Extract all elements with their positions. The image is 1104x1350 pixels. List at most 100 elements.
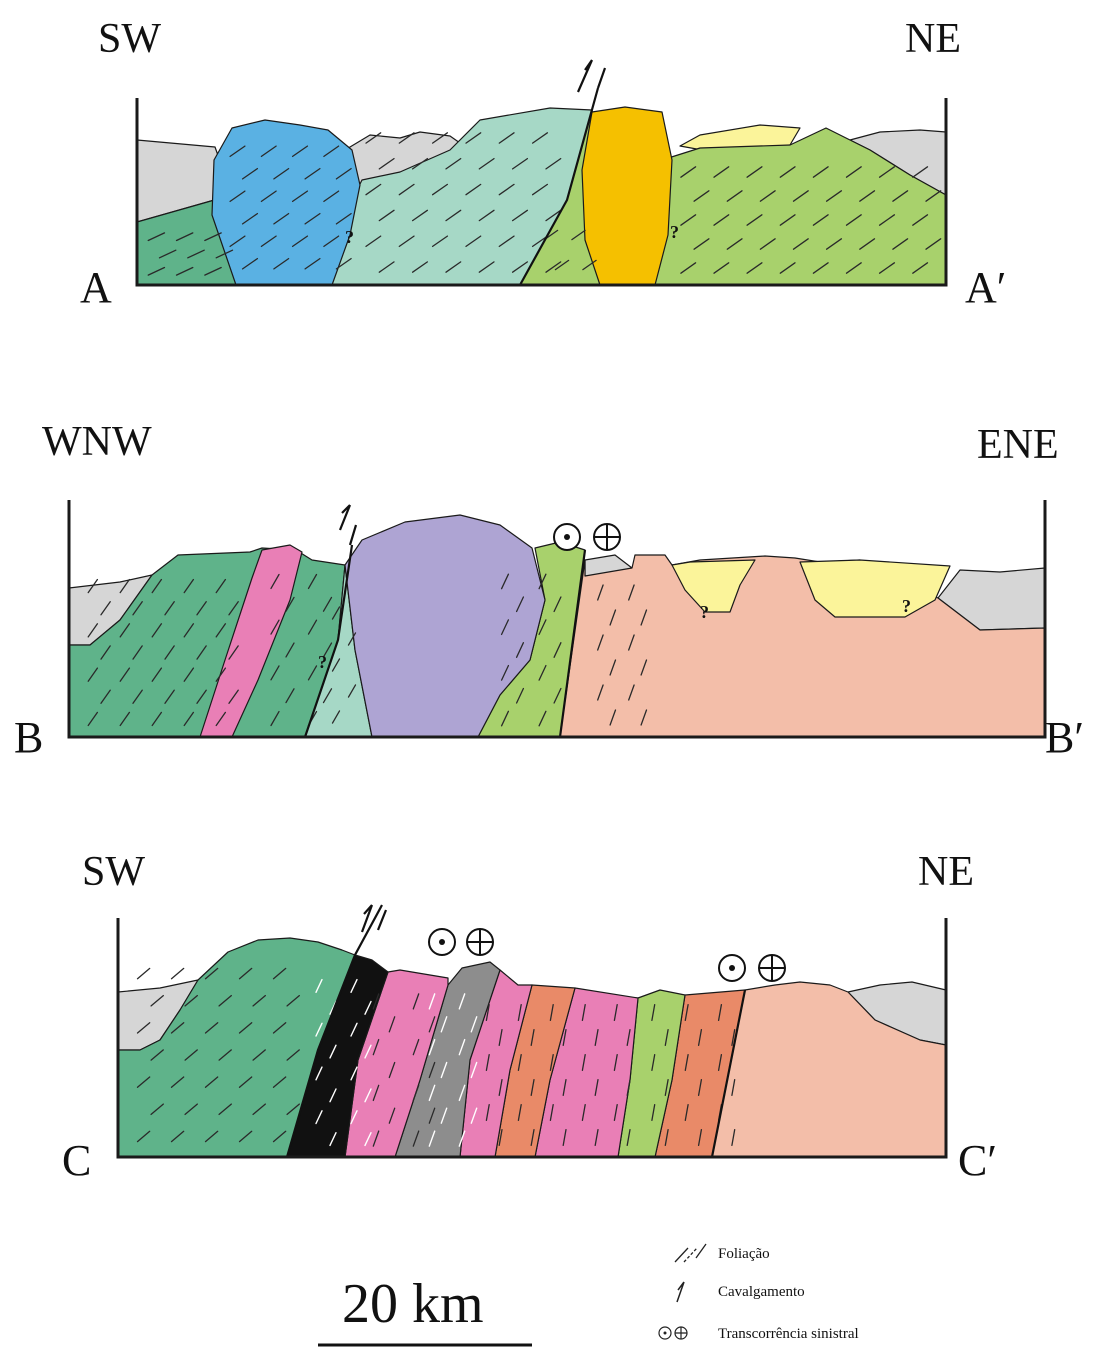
legend-strike-slip-symbol-icon [658, 1326, 688, 1340]
section-a-right-direction: NE [905, 16, 961, 62]
foliation-tick [285, 688, 295, 704]
foliation-tick [291, 145, 309, 158]
foliation-tick [204, 1130, 219, 1143]
foliation-tick [465, 183, 482, 196]
section-b-left-label: B [14, 713, 43, 762]
foliation-tick [272, 1130, 287, 1143]
foliation-tick [304, 212, 321, 225]
foliation-tick [87, 667, 99, 682]
foliation-tick [215, 711, 227, 727]
foliation-tick [260, 190, 277, 203]
scale-bar-label: 20 km [342, 1273, 484, 1335]
foliation-tick [252, 994, 266, 1007]
foliation-tick [825, 190, 843, 202]
foliation-tick [470, 1061, 478, 1079]
foliation-tick [613, 1053, 618, 1072]
foliation-tick [215, 667, 227, 682]
foliation-tick [241, 212, 259, 225]
foliation-tick [925, 190, 942, 202]
foliation-tick [746, 262, 763, 274]
foliation-tick [184, 1049, 198, 1061]
foliation-tick [859, 238, 876, 250]
foliation-tick [517, 1003, 522, 1022]
foliation-tick [196, 645, 207, 660]
foliation-tick [170, 967, 185, 980]
foliation-tick [183, 667, 195, 682]
foliation-tick [304, 167, 321, 180]
foliation-tick [597, 684, 604, 701]
foliation-tick [270, 619, 280, 635]
foliation-tick [307, 619, 318, 635]
foliation-tick [538, 619, 547, 636]
foliation-tick [609, 609, 617, 626]
foliation-tick [726, 190, 743, 202]
foliation-tick [241, 257, 259, 270]
foliation-tick [335, 167, 352, 180]
foliation-tick [664, 1078, 669, 1097]
foliation-tick [531, 183, 549, 196]
foliation-tick [545, 157, 562, 170]
foliation-tick [307, 665, 318, 681]
foliation-tick [713, 262, 730, 274]
foliation-tick [582, 259, 597, 271]
foliation-tick [228, 689, 239, 704]
foliation-tick [680, 214, 697, 226]
foliation-tick [792, 190, 809, 202]
foliation-tick [545, 261, 562, 273]
foliation-tick [594, 1078, 599, 1097]
foliation-tick [270, 573, 280, 590]
foliation-tick [215, 578, 227, 594]
foliation-tick [272, 967, 287, 980]
foliation-tick [717, 1003, 723, 1022]
scale-bar: 20 km [318, 1273, 532, 1347]
foliation-tick [549, 1103, 554, 1122]
section-b-left-direction: WNW [42, 419, 152, 465]
foliation-tick [812, 214, 829, 226]
section-b-thrust-fault [303, 544, 354, 738]
foliation-tick [538, 573, 547, 590]
foliation-tick [150, 1049, 164, 1061]
foliation-tick [331, 606, 341, 620]
foliation-tick [304, 257, 321, 270]
foliation-tick [412, 1084, 420, 1102]
foliation-tick [183, 578, 195, 594]
foliation-tick [465, 132, 482, 144]
foliation-tick [553, 596, 562, 613]
section-b-strike-slip-symbol-icon [553, 523, 621, 551]
foliation-tick [132, 689, 143, 704]
foliation-tick [517, 1053, 522, 1072]
legend-thrust-label: Cavalgamento [718, 1284, 805, 1300]
foliation-tick [183, 623, 195, 638]
foliation-tick [204, 266, 222, 276]
section-c-right-direction: NE [918, 849, 974, 895]
foliation-tick [511, 209, 529, 222]
foliation-tick [693, 238, 710, 250]
foliation-tick [530, 1028, 535, 1047]
foliation-tick [238, 1022, 253, 1034]
foliation-tick [845, 214, 862, 226]
foliation-tick [478, 157, 495, 170]
foliation-tick [285, 642, 295, 658]
foliation-tick [273, 257, 290, 270]
foliation-tick [272, 1076, 287, 1088]
foliation-tick [581, 1003, 586, 1022]
foliation-tick [511, 157, 529, 170]
foliation-tick [164, 645, 175, 660]
foliation-tick [241, 167, 259, 180]
foliation-tick [626, 1078, 631, 1097]
foliation-tick [175, 266, 194, 276]
foliation-tick [347, 632, 357, 646]
foliation-tick [150, 1103, 164, 1116]
foliation-tick [364, 1044, 372, 1059]
foliation-tick [498, 132, 515, 144]
foliation-tick [151, 667, 163, 682]
section-b-yellow-unit-2 [799, 559, 951, 618]
foliation-tick [291, 190, 309, 203]
foliation-tick [398, 235, 415, 248]
foliation-tick [151, 623, 163, 638]
foliation-tick [119, 711, 131, 727]
foliation-tick [350, 1022, 358, 1037]
section-a-thrust-arrow-icon [576, 59, 607, 93]
foliation-tick [87, 711, 99, 727]
legend-strike-slip-label: Transcorrência sinistral [718, 1326, 859, 1342]
